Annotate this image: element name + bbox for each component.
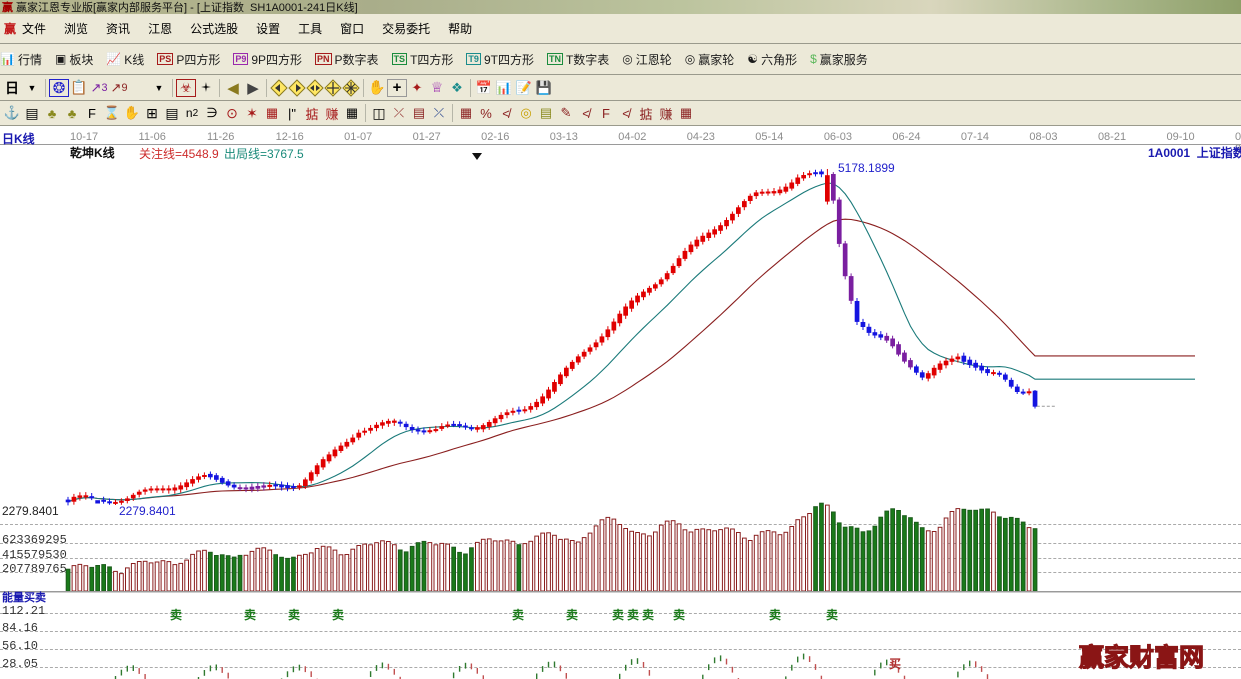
- svg-text:赢家财富网: 赢家财富网: [1079, 643, 1204, 672]
